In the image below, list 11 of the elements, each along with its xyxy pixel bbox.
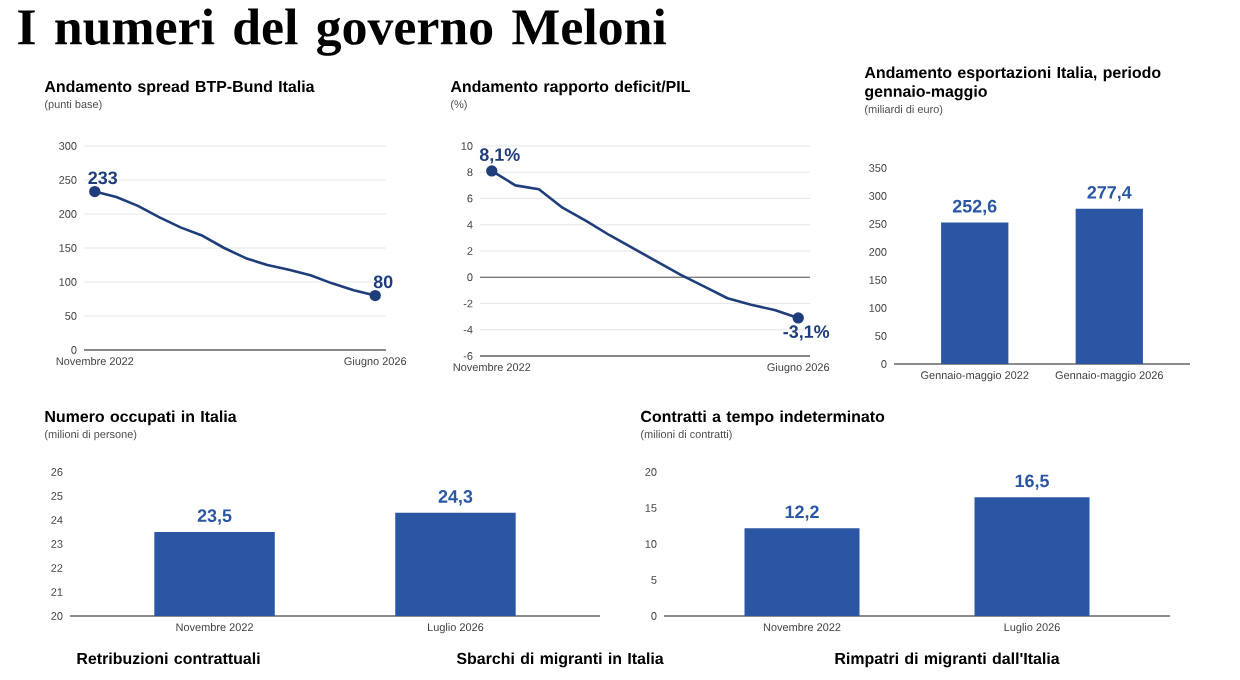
data-label: 12,2 [785,505,819,521]
data-label: 277,4 [1087,185,1132,202]
data-label: 80 [373,275,393,289]
data-label: 252,6 [952,199,997,216]
data-label: -3,1% [783,325,830,341]
data-label: 233 [88,171,118,185]
data-label: 23,5 [197,509,232,525]
data-label: 8,1% [479,148,520,164]
data-label: 24,3 [438,490,473,506]
text: I numeri del governo Meloni [18,8,667,56]
data-label: 16,5 [1015,474,1049,490]
